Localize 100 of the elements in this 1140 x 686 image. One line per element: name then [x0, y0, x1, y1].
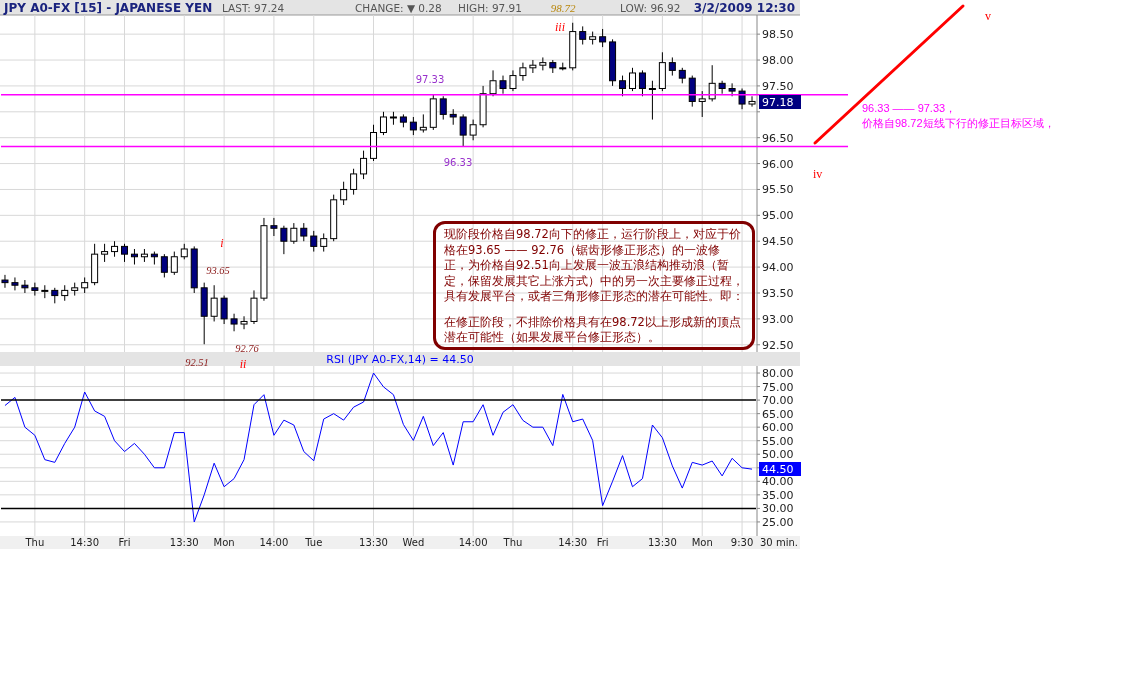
text: 97.18 — [762, 96, 794, 109]
y-tick-label: 25.00 — [762, 515, 794, 529]
candlestick — [409, 116, 417, 136]
y-tick-label: 92.50 — [762, 338, 794, 352]
annotation: 92.76 — [235, 343, 260, 354]
text: 44.50 — [762, 463, 794, 476]
text: 3/2/2009 12:30 — [693, 1, 795, 15]
x-tick-label: 14:30 — [558, 537, 588, 548]
y-tick-label: 98.50 — [762, 28, 794, 42]
candlestick — [300, 222, 308, 242]
candlestick — [310, 230, 318, 253]
candlestick — [688, 75, 696, 108]
candlestick — [121, 243, 129, 263]
y-tick-label: 97.50 — [762, 79, 794, 93]
y-tick-label: 95.50 — [762, 183, 794, 197]
candlestick — [628, 67, 636, 92]
candlestick — [489, 69, 497, 97]
y-tick-label: 80.00 — [762, 367, 794, 381]
text: 30 min. — [760, 537, 798, 548]
y-tick-label: 98.00 — [762, 54, 794, 68]
candlestick — [250, 289, 258, 325]
y-tick-label: 55.00 — [762, 434, 794, 448]
y-tick-label: 95.00 — [762, 209, 794, 223]
text: 96.33 —— 97.33， — [862, 102, 957, 114]
x-tick-label: 9:30 — [730, 537, 754, 548]
annotation: iii — [554, 20, 566, 34]
x-tick-label: Tue — [304, 537, 323, 548]
candlestick — [230, 313, 238, 332]
annotation: 现阶段价格自98.72向下的修正，运行阶段上，对应于价格在93.65 —— 92.76（锯齿形修正形态）的一波修正，为价格自92.51向上发展一波五浪结构推动浪（暂定，保留发展其它上涨方式）中的另一次主要修正过程，具有发展平台，或者三角形修正形态的潜在可能性。即： — [444, 227, 744, 305]
x-tick-label: Mon — [691, 537, 713, 548]
x-tick-label: Thu — [502, 537, 523, 548]
chart-title: RSI (JPY A0-FX,14) = 44.50 — [326, 353, 474, 366]
x-tick-label: 14:00 — [458, 537, 488, 548]
x-tick-label: 13:30 — [359, 537, 388, 548]
annotation: 93.65 — [206, 265, 230, 276]
candlestick — [240, 315, 248, 330]
chart-title: JPY A0-FX [15] - JAPANESE YEN — [3, 1, 213, 15]
x-tick-label: Fri — [596, 537, 609, 548]
y-tick-label: 96.00 — [762, 157, 794, 171]
y-tick-label: 94.00 — [762, 261, 794, 275]
y-tick-label: 93.50 — [762, 286, 794, 300]
y-tick-label: 35.00 — [762, 488, 794, 502]
x-tick-label: Wed — [402, 537, 425, 548]
candlestick — [170, 251, 178, 276]
candlestick — [31, 282, 39, 297]
y-tick-label: 60.00 — [762, 421, 794, 435]
candlestick — [469, 119, 477, 141]
candlestick — [668, 56, 676, 77]
candlestick — [599, 28, 607, 48]
ref-line-label: 96.33 — [443, 157, 473, 169]
text: LAST: 97.24 — [222, 2, 285, 14]
text: CHANGE: ▼ 0.28 — [355, 2, 442, 14]
candlestick — [160, 253, 168, 278]
line-series — [4, 372, 753, 523]
y-tick-label: 75.00 — [762, 380, 794, 394]
text: 价格自98.72短线下行的修正目标区域， — [861, 117, 1055, 129]
candlestick — [270, 217, 278, 237]
candlestick — [509, 69, 517, 92]
candlestick — [101, 243, 109, 263]
candlestick — [439, 95, 447, 121]
candlestick — [619, 75, 627, 97]
candlestick — [499, 75, 507, 95]
text: HIGH: 97.91 — [458, 2, 522, 14]
text: iv — [813, 167, 823, 181]
candlestick — [280, 225, 288, 255]
candlestick — [379, 111, 387, 136]
annotation: ii — [239, 357, 247, 371]
candlestick — [340, 181, 348, 206]
candlestick — [11, 276, 19, 291]
candlestick — [519, 62, 527, 82]
candlestick — [360, 150, 368, 180]
candlestick — [419, 113, 427, 134]
x-tick-label: 14:30 — [70, 537, 100, 548]
candlestick — [698, 90, 706, 118]
candlestick — [290, 222, 298, 245]
candlestick — [708, 64, 716, 102]
candlestick — [579, 25, 587, 46]
text: LOW: 96.92 — [620, 2, 681, 14]
x-tick-label: 14:00 — [259, 537, 289, 548]
annotation: 在修正阶段，不排除价格具有在98.72以上形成新的顶点潜在可能性（如果发展平台修正形态）。 — [444, 314, 742, 346]
x-tick-label: Thu — [24, 537, 45, 548]
annotation: i — [220, 236, 224, 250]
y-tick-label: 96.50 — [762, 131, 794, 145]
candlestick — [459, 113, 467, 147]
y-tick-label: 50.00 — [762, 448, 794, 462]
candlestick — [728, 82, 736, 97]
candlestick — [320, 232, 328, 253]
ref-line-label: 30.00 — [762, 502, 794, 516]
candlestick — [718, 80, 726, 95]
y-tick-label: 40.00 — [762, 475, 794, 489]
y-tick-label: 65.00 — [762, 407, 794, 421]
candlestick — [529, 59, 537, 74]
x-tick-label: 13:30 — [169, 537, 199, 548]
candlestick — [638, 69, 646, 97]
x-tick-label: 13:30 — [647, 537, 677, 548]
ref-line-label: 70.00 — [762, 394, 794, 408]
y-tick-label: 93.00 — [762, 312, 794, 326]
text: 98.72 — [550, 2, 576, 14]
candlestick — [1, 274, 9, 289]
candlestick — [21, 279, 29, 294]
